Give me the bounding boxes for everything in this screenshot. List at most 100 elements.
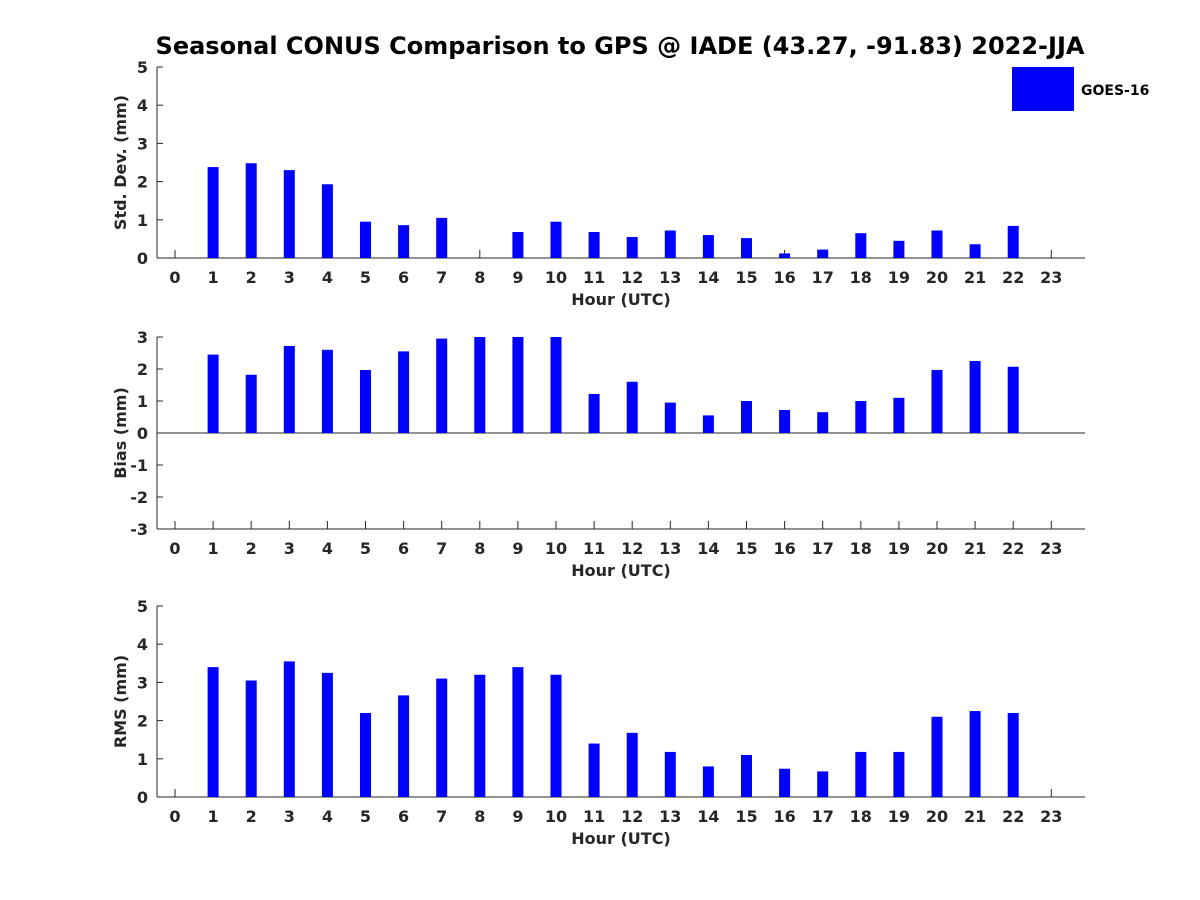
y-tick-label: 2 [137, 360, 148, 379]
x-tick-label: 12 [621, 807, 643, 826]
x-tick-label: 23 [1040, 268, 1062, 287]
x-tick-label: 8 [474, 539, 485, 558]
x-tick-label: 20 [926, 268, 948, 287]
bar-hour-10 [550, 221, 562, 258]
y-tick-label: 1 [137, 750, 148, 769]
x-tick-label: 20 [926, 807, 948, 826]
bar-hour-6 [398, 695, 410, 797]
x-tick-label: 14 [697, 268, 719, 287]
legend-label: GOES-16 [1081, 83, 1149, 99]
x-tick-label: 4 [322, 268, 333, 287]
y-tick-label: 5 [137, 597, 148, 616]
bar-hour-20 [931, 369, 943, 433]
bar-hour-15 [741, 238, 752, 258]
x-tick-label: 17 [812, 539, 834, 558]
y-axis-label: Bias (mm) [111, 387, 130, 479]
x-tick-label: 1 [208, 539, 219, 558]
bar-hour-1 [207, 167, 219, 258]
y-tick-label: 1 [137, 392, 148, 411]
y-tick-label: 2 [137, 712, 148, 731]
x-tick-label: 17 [812, 268, 834, 287]
y-tick-label: 0 [137, 788, 148, 807]
y-tick-label: 3 [137, 673, 148, 692]
x-tick-label: 0 [169, 268, 180, 287]
bar-hour-8 [474, 337, 486, 433]
x-tick-label: 22 [1002, 807, 1024, 826]
bar-hour-6 [398, 351, 410, 433]
bar-hour-16 [779, 409, 791, 433]
bar-hour-14 [702, 415, 714, 433]
x-tick-label: 18 [850, 268, 872, 287]
bar-hour-7 [436, 338, 448, 433]
x-tick-label: 19 [888, 807, 910, 826]
x-axis-label: Hour (UTC) [571, 829, 671, 848]
bar-hour-22 [1007, 225, 1019, 258]
x-tick-label: 15 [735, 539, 757, 558]
bar-hour-15 [741, 401, 752, 433]
bar-hour-20 [931, 230, 943, 258]
x-tick-label: 12 [621, 539, 643, 558]
x-tick-label: 5 [360, 539, 371, 558]
y-tick-label: 4 [137, 96, 148, 115]
x-tick-label: 2 [246, 807, 257, 826]
y-tick-label: 3 [137, 328, 148, 347]
x-tick-label: 10 [545, 807, 567, 826]
x-tick-label: 18 [850, 539, 872, 558]
bar-hour-15 [741, 754, 752, 797]
x-tick-label: 3 [284, 807, 295, 826]
bar-hour-8 [474, 674, 486, 797]
y-tick-label: 2 [137, 173, 148, 192]
bar-hour-19 [893, 240, 905, 258]
bar-hour-1 [207, 354, 219, 433]
y-axis-label: RMS (mm) [111, 655, 130, 748]
bar-hour-13 [664, 751, 676, 797]
x-tick-label: 8 [474, 807, 485, 826]
x-axis-label: Hour (UTC) [571, 561, 671, 580]
bar-hour-11 [588, 232, 600, 258]
bar-hour-22 [1007, 366, 1019, 433]
x-tick-label: 20 [926, 539, 948, 558]
bar-hour-9 [512, 337, 524, 433]
x-tick-label: 13 [659, 539, 681, 558]
x-tick-label: 22 [1002, 539, 1024, 558]
x-tick-label: 15 [735, 268, 757, 287]
x-tick-label: 9 [512, 539, 523, 558]
x-tick-label: 7 [436, 268, 447, 287]
x-tick-label: 22 [1002, 268, 1024, 287]
x-tick-label: 8 [474, 268, 485, 287]
y-tick-label: 0 [137, 424, 148, 443]
bar-hour-21 [969, 244, 981, 258]
bar-hour-9 [512, 667, 524, 797]
bar-hour-14 [702, 766, 714, 797]
bar-hour-3 [283, 661, 295, 797]
x-tick-label: 21 [964, 268, 986, 287]
x-tick-label: 14 [697, 807, 719, 826]
bar-hour-17 [817, 771, 829, 797]
x-tick-label: 4 [322, 539, 333, 558]
bar-hour-2 [245, 374, 257, 433]
x-tick-label: 23 [1040, 539, 1062, 558]
bar-hour-4 [321, 184, 333, 258]
bar-hour-5 [360, 712, 371, 797]
x-tick-label: 11 [583, 807, 605, 826]
bar-hour-18 [855, 233, 867, 258]
x-tick-label: 13 [659, 807, 681, 826]
x-tick-label: 5 [360, 268, 371, 287]
bar-hour-3 [283, 170, 295, 258]
x-tick-label: 16 [773, 539, 795, 558]
bar-hour-20 [931, 716, 943, 797]
x-tick-label: 9 [512, 268, 523, 287]
y-tick-label: 5 [137, 58, 148, 77]
x-tick-label: 18 [850, 807, 872, 826]
x-tick-label: 6 [398, 268, 409, 287]
bar-hour-12 [626, 236, 638, 258]
y-axis-label: Std. Dev. (mm) [111, 95, 130, 230]
y-tick-label: 1 [137, 211, 148, 230]
legend: GOES-16 [1012, 67, 1149, 111]
x-tick-label: 11 [583, 539, 605, 558]
bar-hour-7 [436, 217, 448, 258]
bar-hour-19 [893, 751, 905, 797]
x-tick-label: 3 [284, 539, 295, 558]
